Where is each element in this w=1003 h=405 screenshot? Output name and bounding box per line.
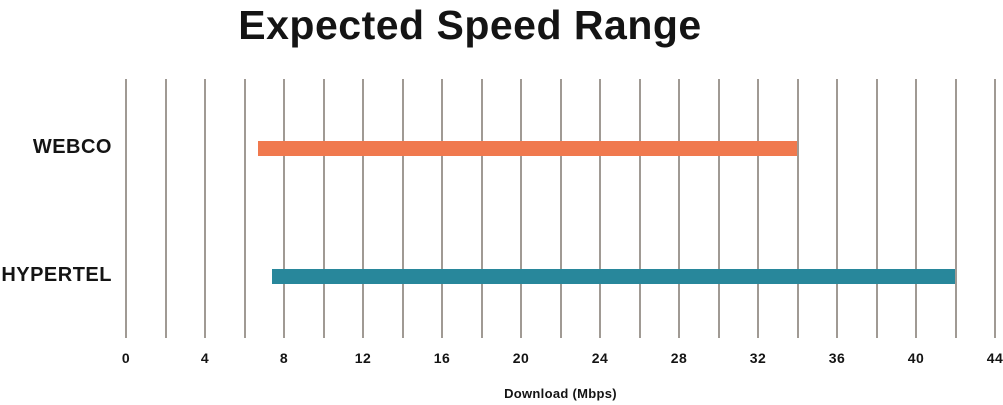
gridline: [283, 79, 285, 338]
gridline: [994, 79, 996, 338]
gridline: [954, 79, 957, 338]
gridline: [125, 79, 127, 338]
gridline: [401, 79, 404, 338]
category-label: WEBCO: [32, 136, 112, 158]
gridline: [678, 79, 680, 338]
gridline: [204, 79, 206, 338]
x-tick-label: 20: [512, 350, 530, 366]
x-tick-label: 12: [354, 350, 372, 366]
gridline: [362, 79, 364, 338]
gridline: [757, 79, 759, 338]
gridline: [520, 79, 522, 338]
gridline: [875, 79, 878, 338]
x-tick-label: 40: [907, 350, 925, 366]
gridline: [559, 79, 562, 338]
x-tick-label: 8: [279, 350, 289, 366]
x-tick-label: 44: [986, 350, 1003, 366]
x-tick-label: 28: [670, 350, 688, 366]
category-label: HYPERTEL: [1, 264, 112, 286]
gridline: [243, 79, 246, 338]
x-tick-label: 16: [433, 350, 451, 366]
gridline: [796, 79, 799, 338]
gridline: [480, 79, 483, 338]
bar-hypertel: [272, 268, 956, 284]
gridline: [599, 79, 601, 338]
x-tick-label: 36: [828, 350, 846, 366]
gridline: [441, 79, 443, 338]
gridline: [915, 79, 917, 338]
gridline: [322, 79, 325, 338]
gridline: [836, 79, 838, 338]
gridline: [638, 79, 641, 338]
bar-webco: [258, 140, 798, 156]
x-axis-label: Download (Mbps): [504, 386, 617, 401]
x-tick-label: 4: [200, 350, 210, 366]
x-tick-label: 32: [749, 350, 767, 366]
x-tick-label: 24: [591, 350, 609, 366]
chart-title: Expected Speed Range: [238, 2, 702, 48]
x-tick-label: 0: [121, 350, 131, 366]
gridline: [717, 79, 720, 338]
gridline: [164, 79, 167, 338]
